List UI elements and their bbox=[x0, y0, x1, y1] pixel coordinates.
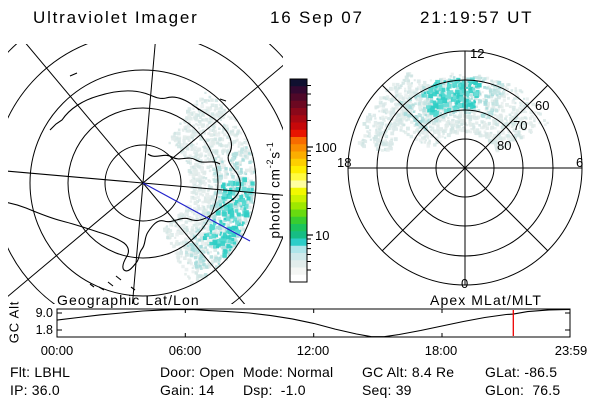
status-glat: GLat: -86.5 bbox=[485, 364, 558, 380]
colorbar-tick-label: 100 bbox=[315, 139, 337, 155]
status-dsp: Dsp: -1.0 bbox=[243, 382, 306, 398]
geo-plot-caption: Geographic Lat/Lon bbox=[57, 292, 200, 308]
mlt-plot-caption: Apex MLat/MLT bbox=[430, 292, 543, 308]
status-ip: IP: 36.0 bbox=[10, 382, 60, 398]
svg-text:18: 18 bbox=[337, 155, 351, 170]
alt-y-axis-label: GC Alt bbox=[6, 300, 22, 344]
alt-xtick-1800: 18:00 bbox=[424, 343, 458, 358]
svg-text:70: 70 bbox=[513, 118, 527, 133]
time-label: 21:19:57 UT bbox=[420, 8, 534, 27]
status-seq: Seq: 39 bbox=[362, 382, 412, 398]
app-title: Ultraviolet Imager bbox=[33, 8, 199, 27]
mlt-aurora-emission bbox=[357, 72, 549, 153]
svg-text:6: 6 bbox=[576, 155, 583, 170]
svg-text:12: 12 bbox=[470, 46, 484, 61]
alt-ytick-9: 9.0 bbox=[35, 306, 53, 320]
alt-xtick-2359: 23:59 bbox=[554, 343, 588, 358]
date-label: 16 Sep 07 bbox=[270, 8, 364, 27]
status-flt: Flt: LBHL bbox=[10, 364, 71, 380]
svg-text:60: 60 bbox=[535, 98, 549, 113]
colorbar-bar bbox=[289, 78, 313, 283]
status-gain: Gain: 14 bbox=[160, 382, 215, 398]
alt-xtick-0600: 06:00 bbox=[168, 343, 202, 358]
status-gcalt: GC Alt: 8.4 Re bbox=[362, 364, 455, 380]
mlt-dial-grid bbox=[347, 50, 583, 286]
colorbar-tick-label: 10 bbox=[315, 227, 330, 243]
alt-xtick-1200: 12:00 bbox=[296, 343, 330, 358]
svg-text:80: 80 bbox=[497, 138, 511, 153]
antarctica-coastline bbox=[8, 72, 241, 291]
colorbar-unit-label: photon cm-2s-1 bbox=[264, 141, 283, 239]
status-glon: GLon: 76.5 bbox=[485, 382, 561, 398]
orbit-track-line bbox=[142, 182, 251, 242]
status-mode: Mode: Normal bbox=[243, 364, 334, 380]
alt-ytick-1.8: 1.8 bbox=[35, 323, 53, 337]
status-door: Door: Open bbox=[160, 364, 235, 380]
altitude-plot bbox=[56, 308, 571, 338]
svg-text:0: 0 bbox=[461, 276, 468, 291]
alt-xtick-0000: 00:00 bbox=[40, 343, 74, 358]
